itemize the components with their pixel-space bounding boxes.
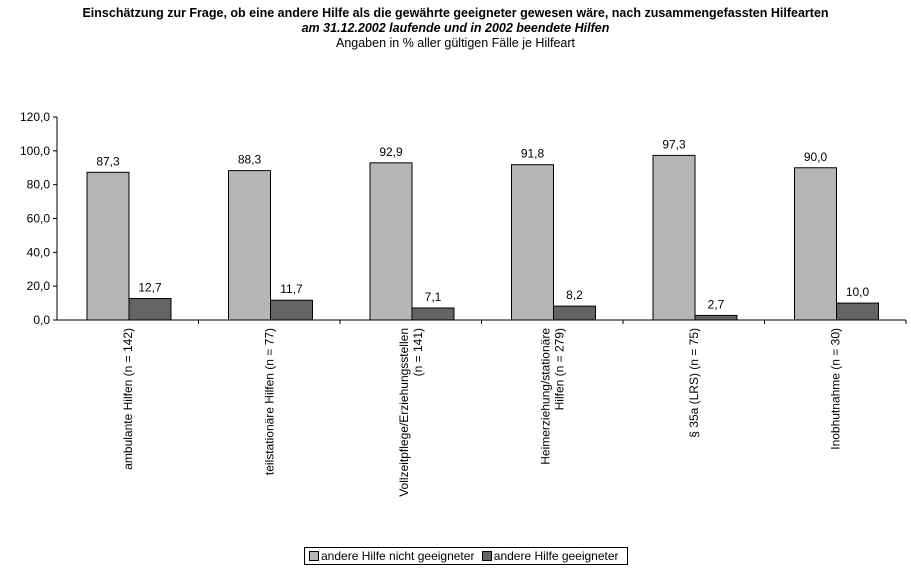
data-label: 97,3 [662, 137, 686, 151]
y-tick-label: 0,0 [33, 313, 50, 327]
category-label-line: ambulante Hilfen (n = 142) [121, 328, 135, 470]
y-tick-label: 80,0 [27, 178, 51, 192]
data-label: 2,7 [708, 297, 725, 311]
chart-title: Einschätzung zur Frage, ob eine andere H… [82, 6, 829, 20]
data-label: 87,3 [96, 154, 120, 168]
bar-series-1 [794, 167, 837, 321]
y-tick-label: 120,0 [20, 110, 50, 124]
y-tick-label: 20,0 [27, 279, 51, 293]
bar-series-1 [86, 171, 130, 321]
data-label: 91,8 [521, 147, 545, 161]
category-label: § 35a (LRS) (n = 75) [687, 328, 701, 438]
category-label-line: Heimerziehung/stationäre [538, 328, 552, 465]
bar-series-2 [694, 314, 738, 321]
legend-label-series-1: andere Hilfe nicht geeigneter [321, 549, 475, 563]
y-tick-label: 60,0 [27, 212, 51, 226]
chart-note: Angaben in % aller gültigen Fälle je Hil… [335, 36, 576, 50]
category-label-line: teilstationäre Hilfen (n = 77) [262, 328, 276, 475]
bar-series-1 [511, 164, 554, 321]
bar-series-2 [128, 298, 172, 321]
data-label: 7,1 [425, 290, 442, 304]
y-tick-label: 40,0 [27, 245, 51, 259]
bar-series-2 [411, 307, 455, 321]
data-label: 12,7 [138, 281, 162, 295]
category-label-line: § 35a (LRS) (n = 75) [687, 328, 701, 438]
bar-series-1 [228, 170, 271, 321]
category-label: ambulante Hilfen (n = 142) [121, 328, 135, 470]
bar-series-2 [270, 299, 313, 321]
data-label: 90,0 [804, 150, 828, 164]
chart-subtitle: am 31.12.2002 laufende und in 2002 beend… [301, 21, 610, 35]
category-label-line: Inobhutnahme (n = 30) [828, 328, 842, 450]
legend-swatch-series-2 [481, 551, 492, 561]
category-label: teilstationäre Hilfen (n = 77) [262, 328, 276, 475]
data-label: 88,3 [238, 153, 262, 167]
legend-item-series-2: andere Hilfe geeigneter [481, 549, 619, 563]
category-label: Vollzeitpflege/Erziehungsstellen (n = 141… [397, 328, 425, 497]
legend-item-series-1: andere Hilfe nicht geeigneter [309, 549, 474, 563]
category-label: Inobhutnahme (n = 30) [828, 328, 842, 450]
legend-swatch-series-1 [309, 551, 319, 561]
data-label: 92,9 [379, 145, 403, 159]
bar-series-1 [369, 162, 413, 321]
category-label-line: Vollzeitpflege/Erziehungsstellen [397, 328, 411, 497]
category-label: Heimerziehung/stationäre Hilfen (n = 279) [538, 328, 566, 465]
bar-series-2 [553, 305, 596, 321]
bar-series-1 [652, 154, 696, 321]
chart-legend: andere Hilfe nicht geeigneter andere Hil… [304, 547, 628, 565]
y-tick-label: 100,0 [20, 144, 50, 158]
legend-label-series-2: andere Hilfe geeigneter [493, 549, 619, 563]
category-label-line: Hilfen (n = 279) [552, 328, 566, 410]
data-label: 11,7 [280, 282, 303, 296]
data-label: 10,0 [846, 285, 870, 299]
category-label-line: (n = 141) [411, 328, 425, 376]
chart-titles: Einschätzung zur Frage, ob eine andere H… [0, 6, 911, 51]
data-label: 8,2 [566, 288, 583, 302]
bar-series-2 [836, 302, 879, 321]
